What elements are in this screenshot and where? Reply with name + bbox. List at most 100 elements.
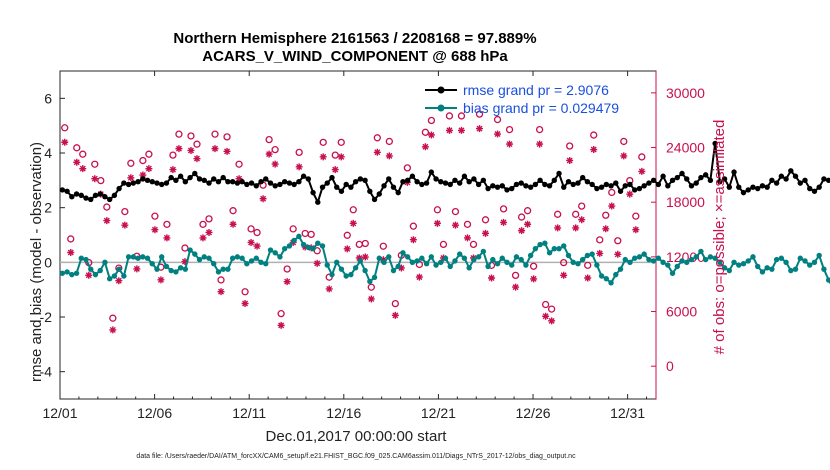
obs-possible-point [409, 222, 418, 230]
rmse-point [494, 184, 501, 190]
bias-point [177, 265, 184, 271]
bias-point [248, 258, 255, 264]
obs-possible-point [97, 176, 105, 185]
bias-point [561, 243, 567, 249]
obs-assimilated-point [494, 130, 502, 138]
bias-point [281, 245, 288, 252]
obs-assimilated-point [175, 145, 183, 153]
rmse-point [324, 180, 330, 186]
rmse-point [263, 176, 269, 182]
rmse-point [130, 180, 137, 186]
rmse-point [244, 181, 250, 188]
bias-point [296, 233, 302, 240]
rmse-point [726, 184, 733, 190]
obs-assimilated-point [463, 234, 471, 242]
obs-assimilated-point [488, 274, 496, 282]
bias-point [376, 255, 382, 261]
rmse-point [561, 184, 567, 190]
bias-point [471, 256, 477, 263]
bias-point [551, 245, 558, 252]
bias-point [395, 263, 401, 270]
obs-assimilated-point [391, 311, 399, 319]
bias-point [759, 269, 766, 275]
x-tick-label: 12/01 [42, 405, 77, 421]
obs-assimilated-point [199, 234, 207, 242]
rmse-point [116, 185, 122, 192]
obs-possible-point [67, 235, 75, 243]
plot-frame [59, 70, 657, 400]
bias-point [480, 248, 487, 255]
rmse-point [456, 180, 463, 186]
rmse-point [816, 184, 822, 190]
y-tick-label: 4 [44, 145, 52, 161]
bias-point [646, 256, 652, 263]
obs-possible-point [331, 151, 339, 159]
rmse-point [485, 185, 491, 192]
bias-point [636, 254, 643, 260]
rmse-point [163, 180, 170, 186]
obs-assimilated-point [482, 229, 490, 237]
rmse-point [59, 187, 66, 193]
rmse-point [778, 173, 785, 179]
rmse-point [97, 191, 103, 197]
obs-possible-point [451, 207, 460, 216]
bias-point [78, 255, 84, 261]
bias-point [158, 254, 165, 260]
rmse-point [362, 177, 368, 184]
obs-possible-point [373, 134, 381, 142]
obs-assimilated-point [169, 166, 177, 174]
rmse-point [229, 179, 236, 185]
obs-possible-point [620, 137, 628, 146]
obs-assimilated-point [343, 245, 351, 253]
rmse-point [490, 183, 496, 189]
bias-point [660, 259, 666, 266]
bias-point [584, 252, 591, 259]
rmse-point [168, 174, 174, 181]
bias-point [229, 255, 236, 261]
bias-point [404, 254, 411, 260]
bias-point [69, 271, 75, 278]
obs-possible-point [307, 230, 315, 239]
bias-point [603, 276, 610, 282]
bias-point [532, 245, 539, 252]
obs-assimilated-point [590, 146, 598, 154]
obs-assimilated-point [626, 190, 634, 198]
obs-assimilated-point [367, 295, 375, 303]
obs-assimilated-point [139, 171, 147, 179]
bias-point [542, 240, 548, 246]
legend-bias-label: bias grand pr = 0.029479 [463, 100, 619, 116]
obs-possible-point [145, 150, 153, 158]
bias-point [291, 237, 297, 244]
obs-assimilated-point [361, 253, 369, 261]
bias-point [485, 263, 491, 270]
obs-possible-point [578, 202, 586, 210]
obs-assimilated-point [151, 226, 159, 234]
bias-point [613, 271, 619, 278]
rmse-point [258, 179, 264, 185]
obs-assimilated-point [235, 175, 243, 183]
obs-possible-point [103, 203, 111, 211]
bias-point [343, 273, 349, 279]
obs-possible-point [181, 244, 189, 252]
bias-point [622, 256, 628, 263]
rmse-point [140, 176, 146, 182]
y-tick-label: -2 [40, 309, 53, 325]
obs-possible-point [511, 271, 520, 280]
bias-point [788, 267, 794, 274]
obs-possible-point [127, 159, 135, 167]
bias-point [518, 256, 524, 263]
bias-point [461, 255, 468, 261]
rmse-point [684, 176, 690, 182]
rmse-point [475, 181, 482, 188]
bias-point [234, 254, 241, 260]
bias-point [641, 251, 647, 257]
y2-tick-label: 24000 [666, 140, 705, 156]
rmse-point [404, 177, 411, 184]
rmse-point [158, 181, 165, 188]
rmse-point [754, 185, 761, 192]
rmse-point [527, 184, 534, 190]
obs-assimilated-point [211, 145, 219, 153]
x-tick-label: 12/21 [421, 405, 456, 421]
rmse-point [480, 177, 487, 184]
bias-point [310, 245, 316, 252]
